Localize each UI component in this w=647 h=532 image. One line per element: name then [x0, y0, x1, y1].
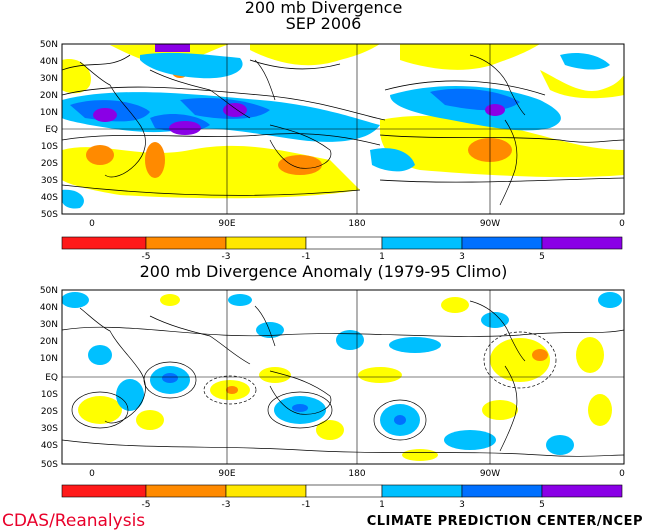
lon-tick-label: 0 [619, 469, 625, 479]
colorbar-swatch [541, 484, 623, 498]
colorbar-label: -1 [302, 500, 311, 508]
lat-tick-label: EQ [45, 125, 58, 135]
colorbar-swatch [145, 236, 227, 250]
lat-tick-label: 20S [41, 159, 58, 169]
colorbar-labels: -5 -3 -1 1 3 5 [142, 252, 545, 260]
colorbar-label: 1 [379, 500, 385, 508]
coastlines [79, 54, 526, 206]
colorbar-label: 5 [539, 500, 545, 508]
lat-tick-label: 10S [41, 390, 58, 400]
colorbar-bottom: -5 -3 -1 1 3 5 [61, 484, 623, 508]
lat-tick-label: EQ [45, 373, 58, 383]
lat-tick-label: 40N [40, 303, 58, 313]
lon-tick-label: 90W [480, 469, 500, 479]
colorbar-swatch [225, 484, 307, 498]
lon-axis: 0 90E 180 90W 0 [89, 469, 625, 479]
lat-tick-label: 30S [41, 176, 58, 186]
anomaly-map-panel: 50N 40N 30N 20N 10N EQ 10S 20S 30S 40S 5… [40, 286, 625, 479]
lat-tick-label: 30S [41, 424, 58, 434]
colorbar-label: -1 [302, 252, 311, 260]
colorbar-label: -5 [142, 252, 151, 260]
colorbar-swatch [461, 484, 543, 498]
lat-tick-label: 30N [40, 74, 58, 84]
lat-tick-label: 30N [40, 320, 58, 330]
lat-tick-label: 50N [40, 286, 58, 296]
anomaly-title: 200 mb Divergence Anomaly (1979-95 Climo… [139, 262, 508, 281]
lat-tick-label: 20S [41, 407, 58, 417]
coastlines [79, 300, 526, 452]
colorbar-labels: -5 -3 -1 1 3 5 [142, 500, 545, 508]
lat-tick-label: 10N [40, 108, 58, 118]
lat-tick-label: 20N [40, 337, 58, 347]
colorbar-label: 5 [539, 252, 545, 260]
colorbar-label: 3 [459, 252, 465, 260]
colorbar-swatch [305, 236, 383, 250]
lat-tick-label: 20N [40, 91, 58, 101]
colorbar-label: -3 [222, 500, 231, 508]
map-frame [61, 289, 625, 465]
lon-tick-label: 0 [89, 219, 95, 229]
divergence-map-panel: 50N 40N 30N 20N 10N EQ 10S 20S 30S 40S 5… [40, 40, 625, 229]
colorbar-swatch [61, 236, 147, 250]
lon-tick-label: 0 [619, 219, 625, 229]
lat-axis: 50N 40N 30N 20N 10N EQ 10S 20S 30S 40S 5… [40, 40, 58, 220]
map-frame [61, 43, 625, 215]
map-grid [62, 290, 624, 464]
source-label: CDAS/Reanalysis [2, 511, 146, 531]
lon-tick-label: 90W [480, 219, 500, 229]
colorbar-swatch [381, 484, 463, 498]
map-title-line2: SEP 2006 [285, 14, 362, 33]
divergence-contours [62, 44, 624, 209]
colorbar-top: -5 -3 -1 1 3 5 [61, 236, 623, 260]
lat-axis: 50N 40N 30N 20N 10N EQ 10S 20S 30S 40S 5… [40, 286, 58, 470]
colorbar-label: -3 [222, 252, 231, 260]
lat-tick-label: 40N [40, 57, 58, 67]
colorbar-swatch [461, 236, 543, 250]
anomaly-contours [62, 292, 624, 461]
lon-tick-label: 180 [348, 469, 365, 479]
lon-tick-label: 180 [348, 219, 365, 229]
colorbar-label: 3 [459, 500, 465, 508]
lat-tick-label: 10S [41, 142, 58, 152]
credit-label: CLIMATE PREDICTION CENTER/NCEP [366, 514, 643, 529]
lat-tick-label: 40S [41, 441, 58, 451]
lon-tick-label: 90E [218, 219, 235, 229]
lat-tick-label: 40S [41, 193, 58, 203]
lat-tick-label: 50N [40, 40, 58, 50]
colorbar-swatch [381, 236, 463, 250]
map-title-line1: 200 mb Divergence [244, 0, 403, 17]
lat-tick-label: 50S [41, 460, 58, 470]
colorbar-label: 1 [379, 252, 385, 260]
lon-tick-label: 0 [89, 469, 95, 479]
lon-tick-label: 90E [218, 469, 235, 479]
colorbar-swatch [305, 484, 383, 498]
colorbar-swatch [225, 236, 307, 250]
colorbar-swatch [541, 236, 623, 250]
lat-tick-label: 50S [41, 210, 58, 220]
lon-axis: 0 90E 180 90W 0 [89, 219, 625, 229]
lat-tick-label: 10N [40, 354, 58, 364]
colorbar-swatch [61, 484, 147, 498]
map-grid [62, 44, 624, 214]
colorbar-label: -5 [142, 500, 151, 508]
colorbar-swatch [145, 484, 227, 498]
